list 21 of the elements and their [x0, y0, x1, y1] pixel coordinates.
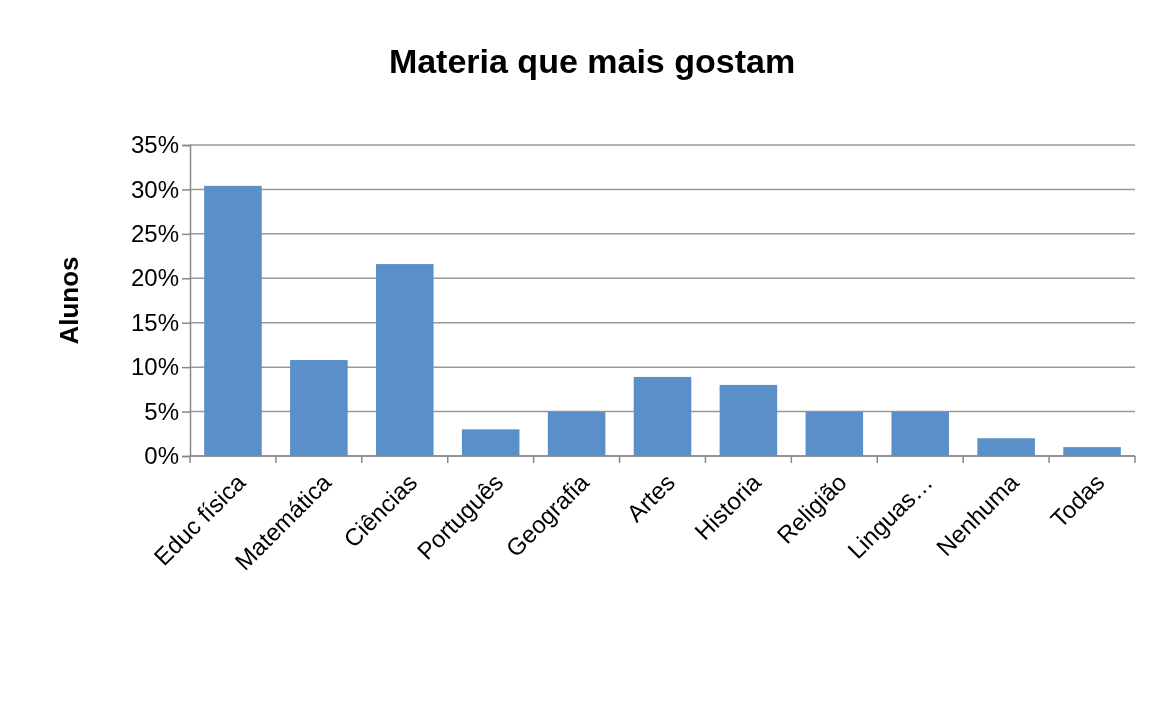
y-tick-label: 25%	[130, 220, 179, 248]
bar	[375, 264, 434, 456]
bar	[805, 411, 864, 456]
bar	[461, 429, 520, 456]
bar	[719, 384, 778, 456]
y-tick-label: 30%	[130, 175, 179, 203]
y-tick-label: 20%	[130, 264, 179, 292]
y-tick-label: 10%	[130, 353, 179, 381]
y-tick-label: 5%	[144, 397, 179, 425]
y-tick-label: 0%	[144, 442, 179, 470]
chart-title: Materia que mais gostam	[388, 42, 796, 80]
y-tick-label: 35%	[130, 131, 179, 159]
bar	[290, 360, 348, 456]
bar	[204, 185, 262, 456]
bar	[1063, 447, 1121, 456]
y-axis-title: Alunos	[54, 256, 84, 345]
bar	[891, 411, 950, 456]
bar	[977, 438, 1035, 456]
bar	[633, 376, 692, 456]
y-tick-label: 15%	[130, 308, 179, 336]
bar	[547, 411, 606, 456]
